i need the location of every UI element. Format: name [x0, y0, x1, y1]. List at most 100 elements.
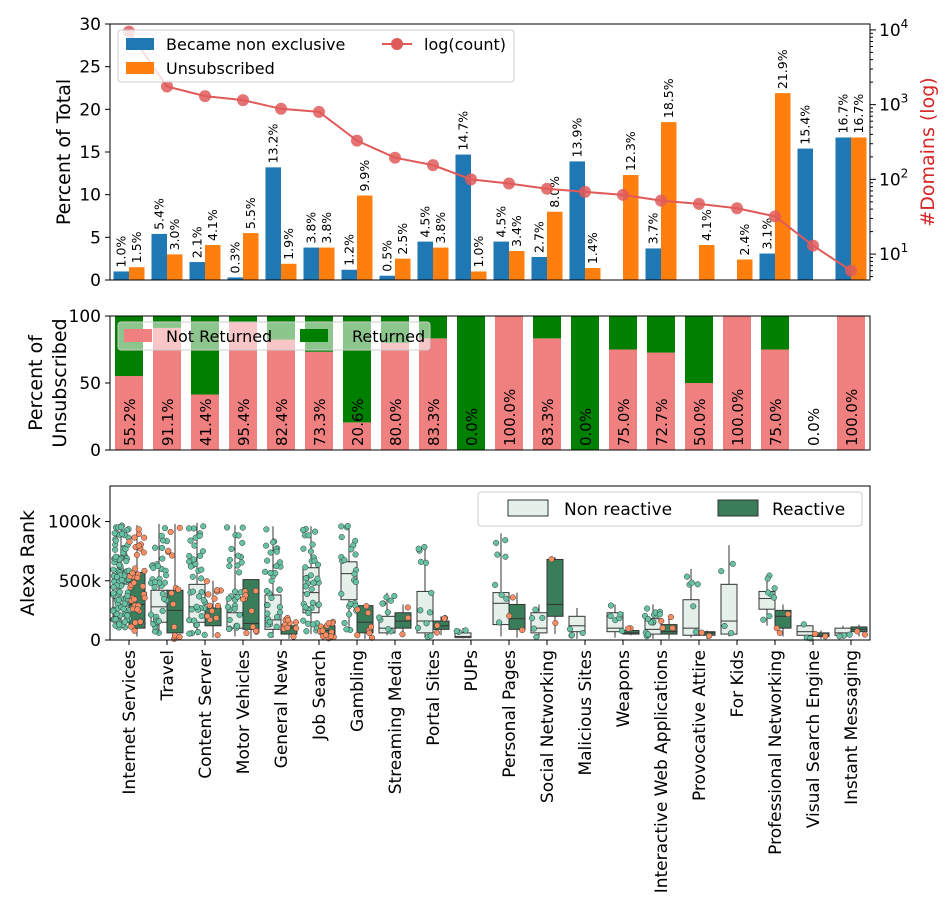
data-label-unsubscribed: 1.9% — [281, 228, 296, 260]
y-tick-label: 20 — [79, 100, 101, 120]
point-nonreactive — [718, 568, 725, 575]
bar-unsubscribed — [851, 137, 867, 280]
point-reactive — [141, 567, 148, 574]
point-nonreactive — [161, 525, 169, 532]
point-reactive — [365, 609, 372, 616]
point-logcount — [427, 159, 439, 172]
data-label-not-returned: 0.0% — [577, 408, 595, 446]
point-nonreactive — [351, 570, 358, 577]
point-nonreactive — [111, 530, 118, 537]
bar-unsubscribed — [471, 271, 487, 280]
point-nonreactive — [122, 545, 129, 553]
point-reactive — [322, 631, 329, 638]
bar-unsubscribed — [509, 250, 525, 280]
point-nonreactive — [163, 572, 170, 579]
point-nonreactive — [263, 526, 270, 533]
bar-not-returned — [191, 394, 219, 450]
point-nonreactive — [226, 616, 233, 623]
category-axis: Internet Services Travel Content Server Mot… — [120, 650, 862, 893]
bar-not-returned — [115, 376, 143, 450]
point-reactive — [211, 595, 218, 602]
point-reactive — [239, 596, 247, 603]
category-label: General News — [272, 650, 292, 768]
point-nonreactive — [226, 556, 233, 563]
point-reactive — [284, 617, 291, 624]
point-nonreactive — [199, 548, 206, 555]
point-reactive — [131, 627, 138, 634]
point-nonreactive — [760, 616, 767, 623]
bar-returned — [457, 316, 485, 450]
point-reactive — [293, 625, 300, 632]
data-label-not-returned: 0.0% — [805, 408, 823, 446]
y-tick-label: 0 — [90, 441, 101, 461]
bar-nonexclusive — [797, 148, 813, 280]
legend-label-reactive: Reactive — [772, 500, 845, 520]
point-nonreactive — [307, 548, 314, 555]
point-nonreactive — [308, 586, 315, 593]
point-reactive — [625, 625, 632, 632]
point-nonreactive — [151, 584, 158, 591]
point-reactive — [249, 623, 256, 630]
point-reactive — [669, 624, 676, 632]
point-logcount — [731, 202, 743, 215]
bar-not-returned — [761, 349, 789, 450]
point-nonreactive — [656, 611, 663, 618]
point-reactive — [366, 629, 373, 636]
point-nonreactive — [352, 551, 359, 558]
point-nonreactive — [193, 621, 200, 628]
data-label-nonexclusive: 2.7% — [531, 221, 546, 253]
point-nonreactive — [196, 532, 203, 539]
point-reactive — [134, 606, 141, 613]
data-label-nonexclusive: 5.4% — [151, 198, 166, 230]
point-reactive — [131, 596, 138, 603]
data-label-unsubscribed: 8.0% — [547, 176, 562, 208]
point-nonreactive — [428, 589, 435, 596]
data-label-unsubscribed: 18.5% — [661, 78, 676, 118]
point-nonreactive — [266, 618, 273, 626]
data-label-not-returned: 41.4% — [197, 398, 215, 446]
bar-not-returned — [267, 339, 295, 450]
data-label-unsubscribed: 3.0% — [167, 219, 182, 251]
point-nonreactive — [494, 551, 501, 558]
point-nonreactive — [116, 561, 123, 569]
box-nonreactive-box — [454, 632, 472, 639]
data-label-nonexclusive: 3.8% — [303, 212, 318, 244]
point-nonreactive — [846, 631, 853, 638]
point-nonreactive — [300, 617, 307, 624]
right-tick-label: 103 — [879, 92, 908, 116]
point-reactive — [404, 604, 411, 611]
point-reactive — [126, 538, 133, 545]
data-label-not-returned: 80.0% — [387, 398, 405, 446]
point-nonreactive — [186, 630, 193, 637]
y-tick-label: 30 — [79, 15, 101, 35]
point-nonreactive — [121, 600, 128, 607]
point-nonreactive — [312, 528, 319, 535]
data-label-not-returned: 100.0% — [501, 389, 519, 446]
point-nonreactive — [159, 555, 166, 562]
point-reactive — [354, 632, 361, 639]
point-nonreactive — [191, 542, 198, 549]
point-reactive — [134, 574, 141, 581]
point-nonreactive — [264, 557, 271, 564]
point-logcount — [161, 80, 173, 93]
point-reactive — [130, 579, 137, 586]
data-label-nonexclusive: 0.3% — [227, 242, 242, 274]
point-nonreactive — [268, 594, 275, 601]
point-nonreactive — [231, 588, 239, 595]
legend-marker-logcount — [391, 38, 403, 50]
point-nonreactive — [344, 522, 351, 530]
bar-unsubscribed — [737, 259, 753, 280]
point-nonreactive — [579, 630, 586, 637]
point-nonreactive — [417, 558, 424, 565]
point-nonreactive — [302, 583, 309, 590]
data-label-unsubscribed: 1.0% — [471, 236, 486, 268]
legend-swatch-returned — [300, 329, 328, 342]
point-nonreactive — [391, 592, 398, 600]
point-reactive — [327, 633, 335, 640]
y-tick-label: 0 — [90, 271, 101, 291]
point-nonreactive — [618, 627, 626, 635]
legend-swatch-reactive — [717, 499, 759, 517]
point-reactive — [167, 528, 174, 535]
point-nonreactive — [276, 586, 283, 593]
